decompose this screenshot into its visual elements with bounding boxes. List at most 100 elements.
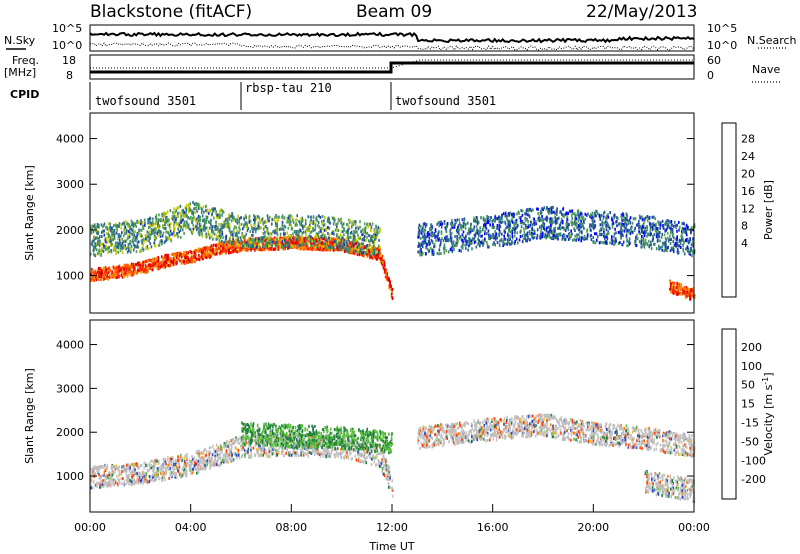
power-echo-1-1308 xyxy=(201,232,203,236)
power-echo-1-1195 xyxy=(312,222,314,226)
power-echo-0-1553 xyxy=(187,258,190,261)
power-echo-0-1072 xyxy=(204,246,207,250)
power-echo-1-786 xyxy=(157,218,160,222)
power-echo-1-1092 xyxy=(294,223,297,227)
power-echo-0-803 xyxy=(344,239,347,243)
power-echo-2-1289 xyxy=(480,240,482,244)
power-echo-2-573 xyxy=(458,228,460,232)
freq-panel-frame xyxy=(89,54,695,80)
power-echo-1-951 xyxy=(245,232,247,236)
power-echo-2-1355 xyxy=(613,214,615,218)
power-echo-0-1140 xyxy=(137,268,139,272)
power-echo-0-1179 xyxy=(222,244,224,248)
power-echo-1-1010 xyxy=(198,204,201,208)
power-echo-0-1667 xyxy=(156,256,158,260)
power-echo-1-674 xyxy=(167,237,170,241)
power-echo-1-1134 xyxy=(104,240,107,244)
power-echo-2-1220 xyxy=(565,212,567,216)
power-echo-1-1278 xyxy=(142,243,144,247)
power-echo-2-1520 xyxy=(592,240,595,243)
power-echo-0-1216 xyxy=(217,242,220,246)
power-echo-2-206 xyxy=(553,234,556,238)
power-echo-1-867 xyxy=(369,253,371,257)
power-echo-1-1417 xyxy=(253,244,256,247)
power-echo-2-27 xyxy=(599,217,602,221)
power-echo-1-577 xyxy=(204,222,206,226)
power-echo-2-697 xyxy=(424,222,426,226)
power-echo-2-1260 xyxy=(622,234,625,238)
power-echo-1-211 xyxy=(213,232,216,236)
power-echo-1-1056 xyxy=(361,251,363,255)
power-echo-2-808 xyxy=(508,211,510,215)
power-echo-1-1413 xyxy=(141,238,144,242)
power-echo-2-342 xyxy=(633,229,636,232)
power-echo-2-558 xyxy=(574,212,576,216)
power-echo-1-535 xyxy=(253,226,255,230)
power-echo-0-465 xyxy=(228,247,230,251)
power-echo-2-238 xyxy=(445,228,447,232)
power-echo-0-954 xyxy=(109,268,112,272)
power-echo-0-1310 xyxy=(382,264,384,268)
power-echo-0-1616 xyxy=(307,247,309,251)
power-echo-0-1417 xyxy=(189,250,191,253)
power-echo-2-610 xyxy=(425,246,427,250)
power-echo-1-1366 xyxy=(162,231,165,235)
power-echo-1-1475 xyxy=(156,231,158,235)
power-echo-1-382 xyxy=(334,228,337,232)
power-echo-2-1379 xyxy=(544,235,546,239)
power-echo-1-803 xyxy=(259,239,261,243)
power-echo-2-490 xyxy=(487,215,490,219)
power-echo-2-1150 xyxy=(436,235,438,239)
power-echo-0-1162 xyxy=(211,252,214,256)
power-echo-0-886 xyxy=(306,247,308,251)
power-echo-2-10 xyxy=(461,233,464,237)
power-echo-2-537 xyxy=(651,225,654,229)
power-echo-2-432 xyxy=(656,227,659,230)
power-echo-2-1196 xyxy=(509,234,511,238)
power-echo-2-446 xyxy=(679,239,682,243)
power-echo-0-234 xyxy=(238,249,241,253)
power-echo-1-545 xyxy=(227,216,229,220)
power-echo-0-1478 xyxy=(315,239,318,243)
power-echo-1-1248 xyxy=(131,221,134,225)
power-echo-1-65 xyxy=(101,235,103,238)
power-echo-1-152 xyxy=(373,252,376,256)
power-echo-2-809 xyxy=(549,206,551,210)
power-echo-2-892 xyxy=(682,249,685,253)
power-echo-2-856 xyxy=(570,210,572,214)
power-echo-2-763 xyxy=(689,252,691,256)
power-echo-2-1342 xyxy=(649,222,651,226)
power-echo-1-802 xyxy=(246,243,248,247)
power-echo-1-556 xyxy=(277,218,279,222)
power-echo-1-1228 xyxy=(322,232,325,236)
power-echo-0-1321 xyxy=(278,240,281,244)
power-echo-2-419 xyxy=(533,236,536,239)
power-echo-2-1227 xyxy=(498,234,500,238)
power-echo-1-941 xyxy=(147,221,149,225)
power-echo-1-4 xyxy=(338,246,341,250)
power-echo-1-1506 xyxy=(328,236,330,240)
power-echo-2-1305 xyxy=(605,240,607,244)
power-echo-0-1467 xyxy=(225,251,227,255)
power-echo-0-1537 xyxy=(323,245,326,249)
power-echo-3-72 xyxy=(672,287,675,291)
power-echo-2-835 xyxy=(481,234,483,238)
power-echo-1-819 xyxy=(307,215,309,219)
power-echo-1-1287 xyxy=(94,246,96,250)
power-echo-1-1041 xyxy=(246,224,248,227)
power-echo-1-897 xyxy=(146,230,149,234)
power-echo-1-1182 xyxy=(361,233,363,237)
power-echo-1-1332 xyxy=(230,232,232,236)
power-echo-2-895 xyxy=(646,228,648,232)
power-echo-0-1209 xyxy=(271,237,273,241)
power-echo-1-399 xyxy=(219,216,221,219)
power-echo-1-1339 xyxy=(95,231,98,235)
power-echo-2-680 xyxy=(541,231,544,235)
power-echo-0-1647 xyxy=(236,240,238,244)
power-echo-2-620 xyxy=(499,230,501,234)
power-echo-2-241 xyxy=(443,221,446,225)
power-echo-2-591 xyxy=(511,227,514,230)
power-echo-0-677 xyxy=(342,243,344,247)
power-echo-1-289 xyxy=(245,245,247,248)
power-echo-1-1494 xyxy=(138,228,141,232)
